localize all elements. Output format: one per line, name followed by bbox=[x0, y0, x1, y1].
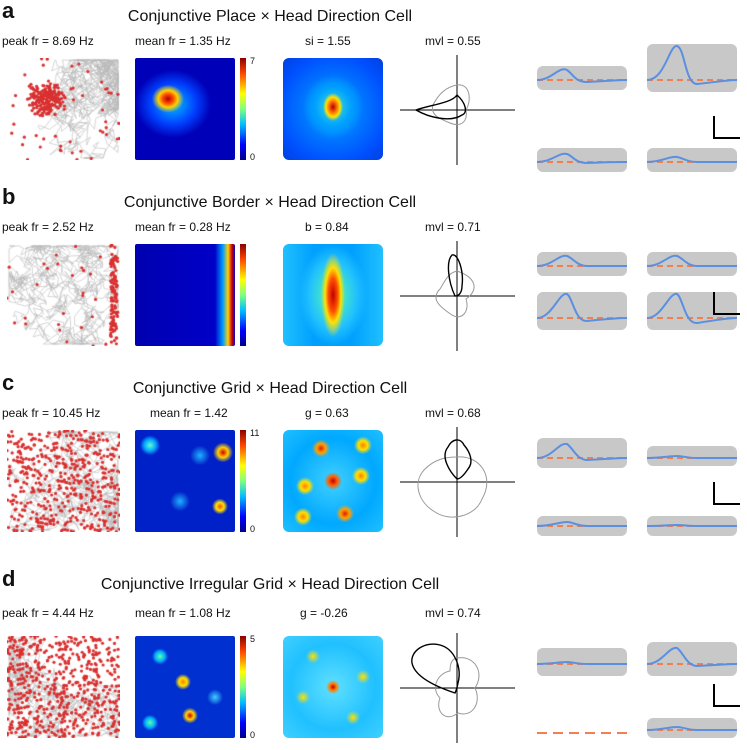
colorbar-max: 11 bbox=[250, 428, 260, 438]
autocorrelogram bbox=[283, 430, 383, 532]
colorbar-min: 0 bbox=[250, 730, 256, 740]
polar-plot bbox=[400, 241, 515, 351]
peak-rate: peak fr = 8.69 Hz bbox=[2, 34, 94, 48]
trajectory-plot bbox=[7, 636, 120, 738]
panel-title: Conjunctive Grid × Head Direction Cell bbox=[132, 380, 408, 397]
waveform-1 bbox=[537, 438, 627, 468]
autocorrelogram bbox=[283, 244, 383, 346]
waveform-2 bbox=[647, 446, 737, 466]
waveform-3 bbox=[537, 292, 627, 330]
waveform-2 bbox=[647, 642, 737, 676]
waveform-4 bbox=[647, 516, 737, 536]
rate-map bbox=[135, 58, 235, 160]
waveform-4 bbox=[647, 718, 737, 738]
mvl: mvl = 0.74 bbox=[425, 606, 481, 620]
autocorrelogram bbox=[283, 58, 383, 160]
peak-rate: peak fr = 10.45 Hz bbox=[2, 406, 101, 420]
mean-rate: mean fr = 1.08 Hz bbox=[135, 606, 231, 620]
scale-bar bbox=[713, 292, 740, 315]
panel-letter: c bbox=[2, 370, 15, 395]
mvl: mvl = 0.71 bbox=[425, 220, 481, 234]
colorbar-max: 7 bbox=[250, 56, 256, 66]
panel-title: Conjunctive Border × Head Direction Cell bbox=[123, 194, 417, 211]
waveform-2 bbox=[647, 252, 737, 276]
mean-rate: mean fr = 1.35 Hz bbox=[135, 34, 231, 48]
waveform-3 bbox=[537, 148, 627, 172]
waveform-4 bbox=[647, 148, 737, 172]
waveform-1 bbox=[537, 252, 627, 276]
panel-letter: a bbox=[2, 0, 15, 23]
panel-d: d Conjunctive Irregular Grid × Head Dire… bbox=[0, 566, 747, 745]
waveform-3 bbox=[537, 516, 627, 536]
colorbar-min: 0 bbox=[250, 152, 256, 162]
waveform-3 bbox=[537, 732, 627, 734]
spatial-score: si = 1.55 bbox=[305, 34, 351, 48]
panel-c: c Conjunctive Grid × Head Direction Cell… bbox=[0, 370, 747, 558]
mvl: mvl = 0.55 bbox=[425, 34, 481, 48]
spatial-score: b = 0.84 bbox=[305, 220, 349, 234]
scale-bar bbox=[713, 684, 740, 707]
colorbar bbox=[240, 58, 246, 160]
polar-plot bbox=[400, 55, 515, 165]
scale-bar bbox=[713, 482, 740, 505]
panel-title: Conjunctive Place × Head Direction Cell bbox=[127, 8, 413, 25]
peak-rate: peak fr = 4.44 Hz bbox=[2, 606, 94, 620]
mvl: mvl = 0.68 bbox=[425, 406, 481, 420]
waveform-2 bbox=[647, 44, 737, 92]
colorbar-max: 5 bbox=[250, 634, 256, 644]
spatial-score: g = -0.26 bbox=[300, 606, 348, 620]
colorbar bbox=[240, 636, 246, 738]
trajectory-plot bbox=[7, 430, 120, 532]
spatial-score: g = 0.63 bbox=[305, 406, 349, 420]
panel-letter: b bbox=[2, 184, 16, 209]
colorbar bbox=[240, 244, 246, 346]
peak-rate: peak fr = 2.52 Hz bbox=[2, 220, 94, 234]
panel-letter: d bbox=[2, 566, 16, 591]
rate-map bbox=[135, 430, 235, 532]
colorbar-min: 0 bbox=[250, 524, 256, 534]
panel-b: b Conjunctive Border × Head Direction Ce… bbox=[0, 184, 747, 366]
trajectory-plot bbox=[7, 58, 120, 160]
autocorrelogram bbox=[283, 636, 383, 738]
mean-rate: mean fr = 0.28 Hz bbox=[135, 220, 231, 234]
polar-plot bbox=[400, 633, 515, 743]
mean-rate: mean fr = 1.42 bbox=[150, 406, 228, 420]
rate-map bbox=[135, 636, 235, 738]
rate-map bbox=[135, 244, 235, 346]
trajectory-plot bbox=[7, 244, 120, 346]
panel-a: a Conjunctive Place × Head Direction Cel… bbox=[0, 0, 747, 186]
waveform-1 bbox=[537, 66, 627, 90]
colorbar bbox=[240, 430, 246, 532]
waveform-1 bbox=[537, 648, 627, 676]
scale-bar bbox=[713, 116, 740, 139]
polar-plot bbox=[400, 427, 515, 537]
panel-title: Conjunctive Irregular Grid × Head Direct… bbox=[100, 576, 440, 593]
